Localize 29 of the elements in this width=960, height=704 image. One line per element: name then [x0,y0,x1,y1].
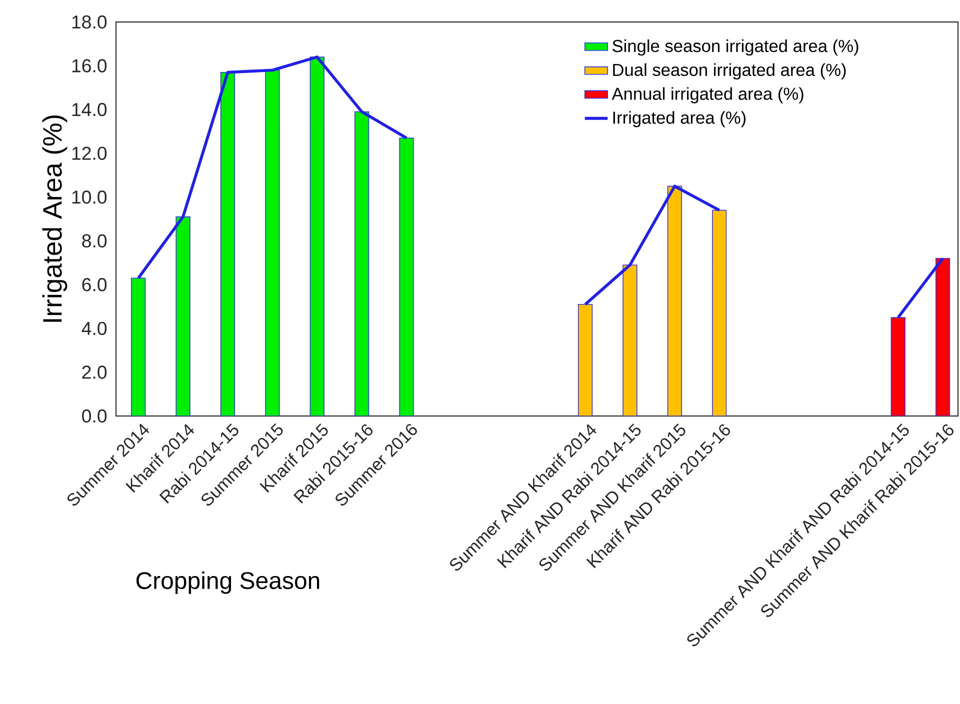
bar [131,278,146,416]
bar [265,70,280,416]
legend-label: Annual irrigated area (%) [612,87,804,104]
y-tick-label: 12.0 [72,146,107,160]
bar [578,304,593,416]
legend-label: Single season irrigated area (%) [612,39,858,56]
bar [712,210,727,416]
y-tick-label: 16.0 [72,59,107,72]
y-tick-label: 8.0 [82,234,107,248]
bar [310,56,324,416]
bar [890,317,906,416]
bar [622,264,638,416]
x-axis-title: Cropping Season [136,571,320,594]
bar [354,111,370,416]
legend-label: Irrigated area (%) [613,111,746,128]
bar [667,186,682,416]
y-tick-label: 10.0 [72,190,107,204]
y-tick-label: 18.0 [72,15,107,29]
y-tick-label: 0.0 [82,409,107,423]
y-axis-title: Irrigated Area (%) [42,115,68,322]
y-tick-label: 4.0 [82,322,107,336]
y-tick-label: 6.0 [82,278,107,292]
bar [176,216,190,416]
bar [220,72,236,416]
legend-label: Dual season irrigated area (%) [613,63,846,80]
bar [399,138,414,416]
bar [935,258,950,416]
y-tick-label: 14.0 [72,102,107,116]
y-tick-label: 2.0 [82,366,107,379]
